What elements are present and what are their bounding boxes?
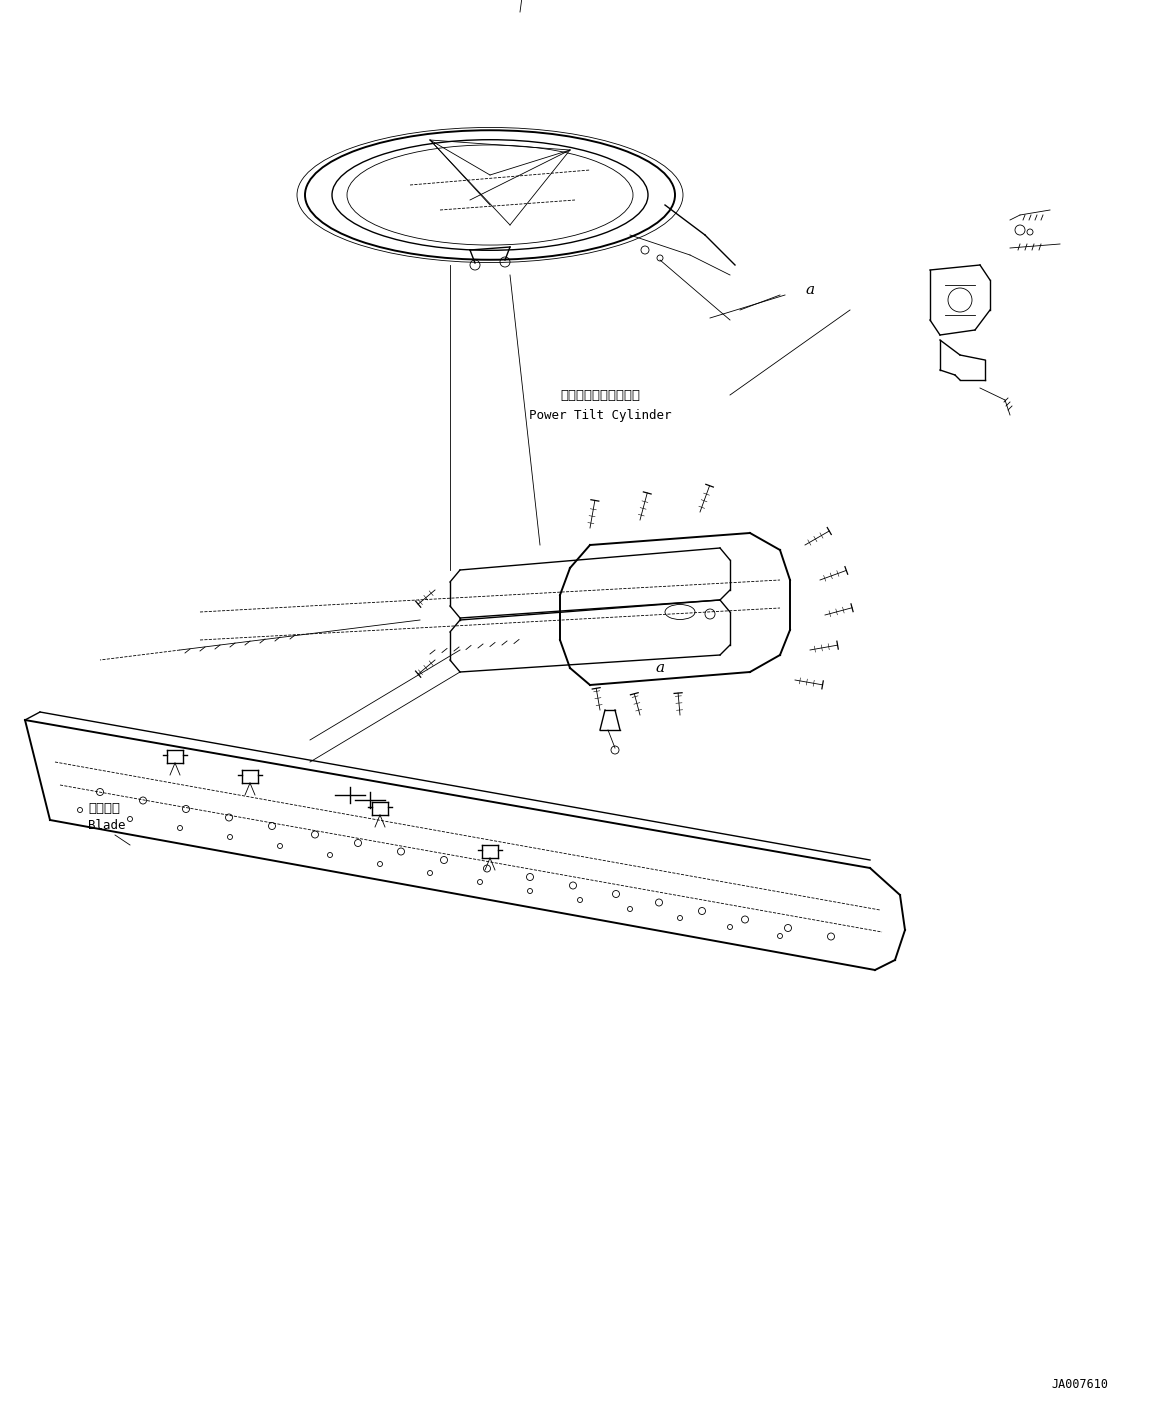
Text: JA007610: JA007610 (1051, 1378, 1108, 1392)
Text: ブレード: ブレード (88, 802, 120, 814)
Text: Blade: Blade (88, 819, 126, 831)
Text: a: a (656, 661, 664, 675)
Text: a: a (806, 283, 814, 297)
Text: パワーチルトシリンダ: パワーチルトシリンダ (561, 389, 640, 402)
Text: Power Tilt Cylinder: Power Tilt Cylinder (529, 409, 671, 421)
